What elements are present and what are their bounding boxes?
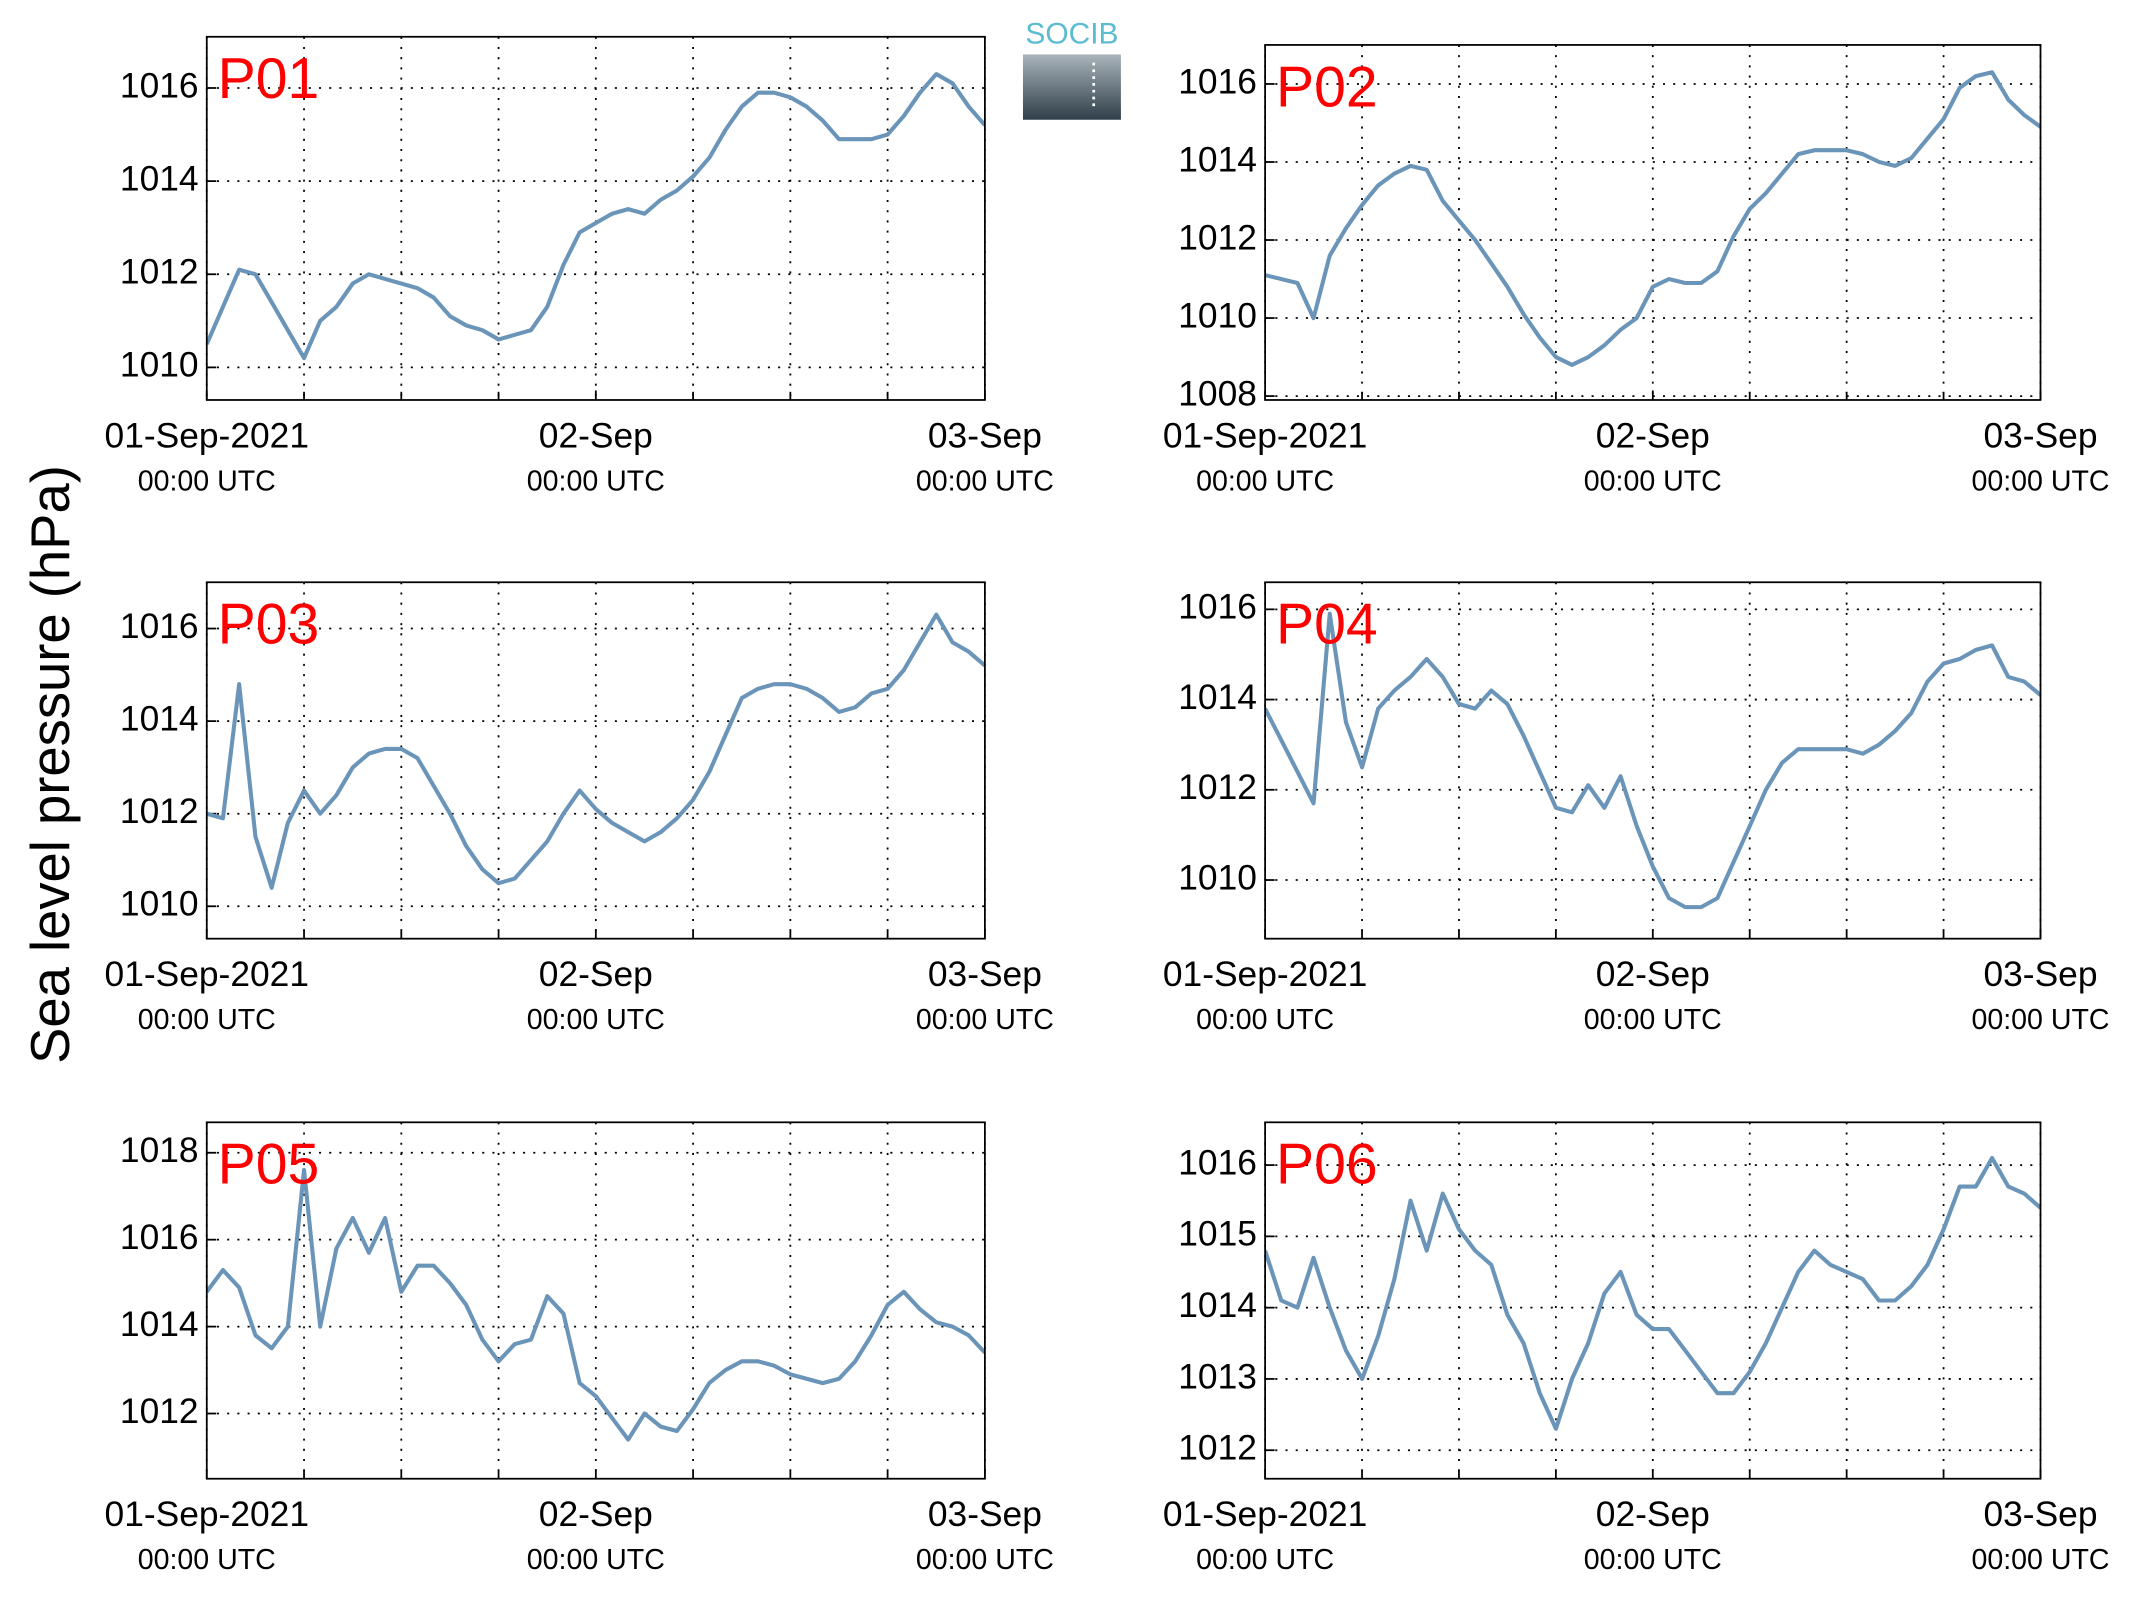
y-tick-label: 1015 — [1178, 1215, 1257, 1254]
y-tick-label: 1018 — [120, 1131, 199, 1170]
plot-area — [1265, 611, 2041, 910]
plot-frame — [1264, 581, 2042, 940]
data-line — [206, 72, 985, 361]
y-tick-label: 1012 — [120, 792, 199, 831]
y-tick-label: 1016 — [1178, 1143, 1257, 1182]
x-tick-sublabel: 00:00 UTC — [1971, 1544, 2109, 1576]
x-tick-sublabel: 00:00 UTC — [138, 466, 276, 498]
x-tick-sublabel: 00:00 UTC — [1196, 466, 1334, 498]
x-tick-sublabel: 00:00 UTC — [138, 1544, 276, 1576]
x-tick-sublabel: 00:00 UTC — [527, 1004, 665, 1036]
x-tick-sublabel: 00:00 UTC — [916, 1544, 1054, 1576]
x-tick-sublabel: 00:00 UTC — [138, 1004, 276, 1036]
x-tick-label: 02-Sep — [539, 416, 653, 455]
panel: 1010 1012 1014 1016 01-Sep-2021 00:00 UTC 02-S… — [1163, 581, 2110, 1036]
x-tick-sublabel: 00:00 UTC — [1584, 1004, 1722, 1036]
x-tick-sublabel: 00:00 UTC — [1971, 1004, 2109, 1036]
plot-area — [206, 1168, 985, 1442]
data-line — [1265, 1155, 2041, 1431]
x-tick-label: 03-Sep — [928, 955, 1042, 994]
panel-title: P02 — [1276, 55, 1378, 119]
y-tick-label: 1013 — [1178, 1357, 1257, 1396]
panel-title: P05 — [218, 1133, 320, 1197]
plot-area — [1265, 70, 2041, 367]
plot-area — [206, 612, 985, 890]
x-tick-label: 02-Sep — [1596, 416, 1710, 455]
x-tick-label: 01-Sep-2021 — [1163, 1495, 1367, 1534]
y-tick-label: 1014 — [120, 159, 199, 198]
y-tick-label: 1014 — [1178, 1286, 1257, 1325]
y-tick-label: 1014 — [120, 699, 199, 738]
x-tick-sublabel: 00:00 UTC — [916, 1004, 1054, 1036]
x-tick-label: 03-Sep — [1983, 1495, 2097, 1534]
plot-area — [206, 72, 985, 361]
y-tick-label: 1014 — [1178, 678, 1257, 717]
y-tick-label: 1016 — [120, 66, 199, 105]
y-tick-label: 1016 — [1178, 62, 1257, 101]
plot-frame — [1264, 1121, 2042, 1480]
x-tick-sublabel: 00:00 UTC — [916, 466, 1054, 498]
plot-frame — [1264, 44, 2042, 401]
x-tick-sublabel: 00:00 UTC — [1971, 466, 2109, 498]
x-tick-sublabel: 00:00 UTC — [1196, 1004, 1334, 1036]
x-tick-sublabel: 00:00 UTC — [1584, 466, 1722, 498]
x-tick-label: 02-Sep — [1596, 1495, 1710, 1534]
panel-title: P06 — [1276, 1133, 1378, 1197]
x-tick-label: 03-Sep — [1983, 416, 2097, 455]
x-tick-sublabel: 00:00 UTC — [1584, 1544, 1722, 1576]
plot-area — [1265, 1155, 2041, 1431]
x-tick-label: 02-Sep — [1596, 955, 1710, 994]
x-tick-label: 01-Sep-2021 — [1163, 955, 1367, 994]
data-line — [1265, 70, 2041, 367]
logo-box — [1022, 54, 1121, 120]
x-tick-label: 02-Sep — [539, 1495, 653, 1534]
plot-frame — [205, 581, 986, 940]
data-line — [206, 612, 985, 890]
panel-title: P04 — [1276, 593, 1378, 657]
y-tick-label: 1016 — [120, 1218, 199, 1257]
x-tick-label: 03-Sep — [928, 416, 1042, 455]
y-tick-label: 1008 — [1178, 374, 1257, 413]
y-axis-label: Sea level pressure (hPa) — [20, 465, 81, 1064]
plot-frame — [205, 35, 986, 401]
y-tick-label: 1014 — [1178, 140, 1257, 179]
panel: 1010 1012 1014 1016 01-Sep-2021 00:00 UTC 02-S… — [105, 35, 1054, 498]
x-tick-label: 01-Sep-2021 — [105, 955, 309, 994]
y-tick-label: 1012 — [120, 1392, 199, 1431]
x-tick-label: 03-Sep — [1983, 955, 2097, 994]
panel: 1010 1012 1014 1016 01-Sep-2021 00:00 UTC 02-S… — [105, 581, 1054, 1036]
x-tick-label: 01-Sep-2021 — [1163, 416, 1367, 455]
y-tick-label: 1014 — [120, 1305, 199, 1344]
x-tick-label: 03-Sep — [928, 1495, 1042, 1534]
y-tick-label: 1010 — [1178, 858, 1257, 897]
x-tick-label: 01-Sep-2021 — [105, 416, 309, 455]
y-tick-label: 1012 — [1178, 1429, 1257, 1468]
panel-title: P01 — [218, 47, 320, 111]
plot-frame — [205, 1121, 986, 1480]
y-tick-label: 1016 — [1178, 588, 1257, 627]
x-tick-label: 02-Sep — [539, 955, 653, 994]
y-tick-label: 1016 — [120, 607, 199, 646]
data-line — [1265, 611, 2041, 910]
panel: 1012 1013 1014 1015 1016 01-Sep-2021 00:00 UTC… — [1163, 1121, 2110, 1576]
y-tick-label: 1012 — [120, 253, 199, 292]
x-tick-sublabel: 00:00 UTC — [1196, 1544, 1334, 1576]
y-tick-label: 1010 — [1178, 296, 1257, 335]
panel: 1008 1010 1012 1014 1016 01-Sep-2021 00:00 UTC… — [1163, 44, 2110, 498]
y-tick-label: 1010 — [120, 885, 199, 924]
panel: 1012 1014 1016 1018 01-Sep-2021 00:00 UTC 02-S… — [105, 1121, 1054, 1576]
y-tick-label: 1010 — [120, 346, 199, 385]
x-tick-sublabel: 00:00 UTC — [527, 466, 665, 498]
logo-text: SOCIB — [1025, 17, 1118, 50]
x-tick-label: 01-Sep-2021 — [105, 1495, 309, 1534]
x-tick-sublabel: 00:00 UTC — [527, 1544, 665, 1576]
y-tick-label: 1012 — [1178, 768, 1257, 807]
panel-title: P03 — [218, 593, 320, 657]
data-line — [206, 1168, 985, 1442]
logo: SOCIB — [1022, 17, 1121, 120]
y-tick-label: 1012 — [1178, 218, 1257, 257]
